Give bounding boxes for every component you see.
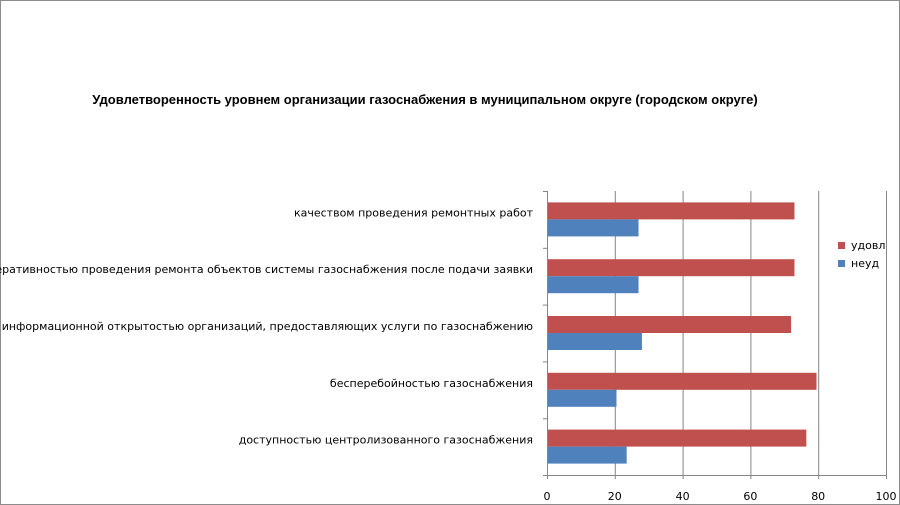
category-label: доступностью центролизованного газоснабж… bbox=[239, 434, 533, 447]
bar-udovl bbox=[548, 372, 817, 390]
legend-label-neud: неуд bbox=[851, 256, 880, 270]
bar-neud bbox=[548, 389, 617, 407]
bar-neud bbox=[548, 219, 639, 237]
x-tick-label: 20 bbox=[608, 490, 622, 503]
category-label: информационной открытостью организаций, … bbox=[2, 320, 533, 333]
legend-item-udovl: удовл bbox=[838, 236, 885, 254]
category-label: качеством проведения ремонтных работ bbox=[294, 206, 534, 219]
x-tick-label: 0 bbox=[544, 490, 551, 503]
category-label: оперативностью проведения ремонта объект… bbox=[0, 263, 533, 276]
legend-label-udovl: удовл bbox=[851, 238, 886, 252]
bar-neud bbox=[548, 446, 627, 464]
x-tick-label: 80 bbox=[811, 490, 825, 503]
x-tick-label: 100 bbox=[876, 490, 897, 503]
x-tick-label: 40 bbox=[676, 490, 690, 503]
legend: удовл неуд bbox=[838, 236, 885, 272]
legend-swatch-udovl bbox=[838, 241, 845, 249]
x-tick-label: 60 bbox=[743, 490, 757, 503]
legend-swatch-neud bbox=[838, 259, 845, 267]
bar-neud bbox=[548, 276, 639, 294]
bar-udovl bbox=[548, 316, 792, 333]
bar-udovl bbox=[548, 259, 795, 277]
bar-neud bbox=[548, 333, 642, 350]
legend-item-neud: неуд bbox=[838, 254, 885, 272]
chart-title: Удовлетворенность уровнем организации га… bbox=[92, 92, 758, 107]
category-label: бесперебойностью газоснабжения bbox=[330, 377, 533, 390]
bar-udovl bbox=[548, 429, 807, 447]
bar-udovl bbox=[548, 202, 795, 220]
